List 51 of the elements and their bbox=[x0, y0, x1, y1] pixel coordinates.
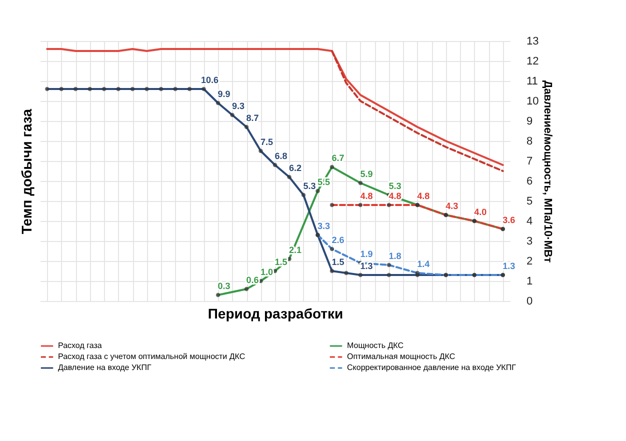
data-label: 4.8 bbox=[417, 191, 430, 201]
y-tick-label: 8 bbox=[526, 136, 533, 148]
y-tick-label: 4 bbox=[526, 216, 533, 228]
data-label: 9.3 bbox=[232, 101, 245, 111]
data-label: 3.6 bbox=[502, 215, 516, 225]
data-label: 1.3 bbox=[360, 261, 373, 271]
data-label: 10.6 bbox=[201, 75, 219, 85]
y-tick-label: 3 bbox=[526, 236, 533, 248]
y-tick-label: 9 bbox=[526, 116, 533, 128]
data-label: 0.3 bbox=[218, 281, 230, 291]
y2-axis-title: Темп добычи газа bbox=[18, 108, 34, 234]
data-label: 6.2 bbox=[288, 163, 302, 173]
legend-label: Расход газа bbox=[58, 341, 102, 350]
legend-label: Мощность ДКС bbox=[347, 341, 404, 350]
legend-label: Давление на входе УКПГ bbox=[58, 363, 152, 372]
data-label: 0.6 bbox=[246, 275, 259, 285]
data-label: 6.7 bbox=[332, 153, 344, 163]
line-series bbox=[330, 50, 504, 172]
data-label: 9.9 bbox=[218, 89, 230, 99]
y-tick-label: 13 bbox=[526, 36, 539, 48]
y-tick-label: 10 bbox=[526, 96, 539, 108]
line-series bbox=[46, 48, 504, 166]
y-tick-label: 0 bbox=[526, 296, 533, 308]
legend-label: Оптимальная мощность ДКС bbox=[347, 352, 456, 361]
y-axis-title: Давление/мощность, МПа/10·МВт bbox=[542, 80, 554, 264]
data-label: 4.8 bbox=[360, 191, 373, 201]
y-tick-label: 7 bbox=[526, 156, 533, 168]
data-label: 8.7 bbox=[246, 113, 259, 123]
data-label: 4.0 bbox=[474, 207, 487, 217]
data-label: 3.3 bbox=[317, 221, 330, 231]
data-label: 1.5 bbox=[332, 257, 344, 267]
data-label: 5.9 bbox=[360, 169, 373, 179]
y-tick-label: 1 bbox=[526, 276, 533, 288]
y-tick-label: 12 bbox=[526, 56, 539, 68]
data-label: 2.6 bbox=[332, 235, 344, 245]
x-axis-title: Период разработки bbox=[208, 306, 344, 322]
y-tick-label: 11 bbox=[526, 76, 538, 88]
data-label: 4.3 bbox=[446, 201, 458, 211]
y-tick-label: 2 bbox=[526, 256, 533, 268]
legend-label: Скорректированное давление на входе УКПГ bbox=[347, 363, 517, 372]
legend-label: Расход газа с учетом оптимальной мощности ДКС bbox=[58, 352, 246, 361]
y-tick-label: 5 bbox=[526, 196, 533, 208]
y-tick-label: 6 bbox=[526, 176, 533, 188]
data-label: 5.3 bbox=[303, 181, 316, 191]
data-label: 1.9 bbox=[360, 249, 373, 259]
data-label: 1.4 bbox=[417, 259, 430, 269]
data-label: 6.8 bbox=[274, 151, 288, 161]
data-label: 1.8 bbox=[388, 251, 402, 261]
data-label: 1.3 bbox=[502, 261, 516, 271]
data-label: 5.3 bbox=[388, 181, 402, 191]
data-label: 7.5 bbox=[260, 137, 274, 147]
